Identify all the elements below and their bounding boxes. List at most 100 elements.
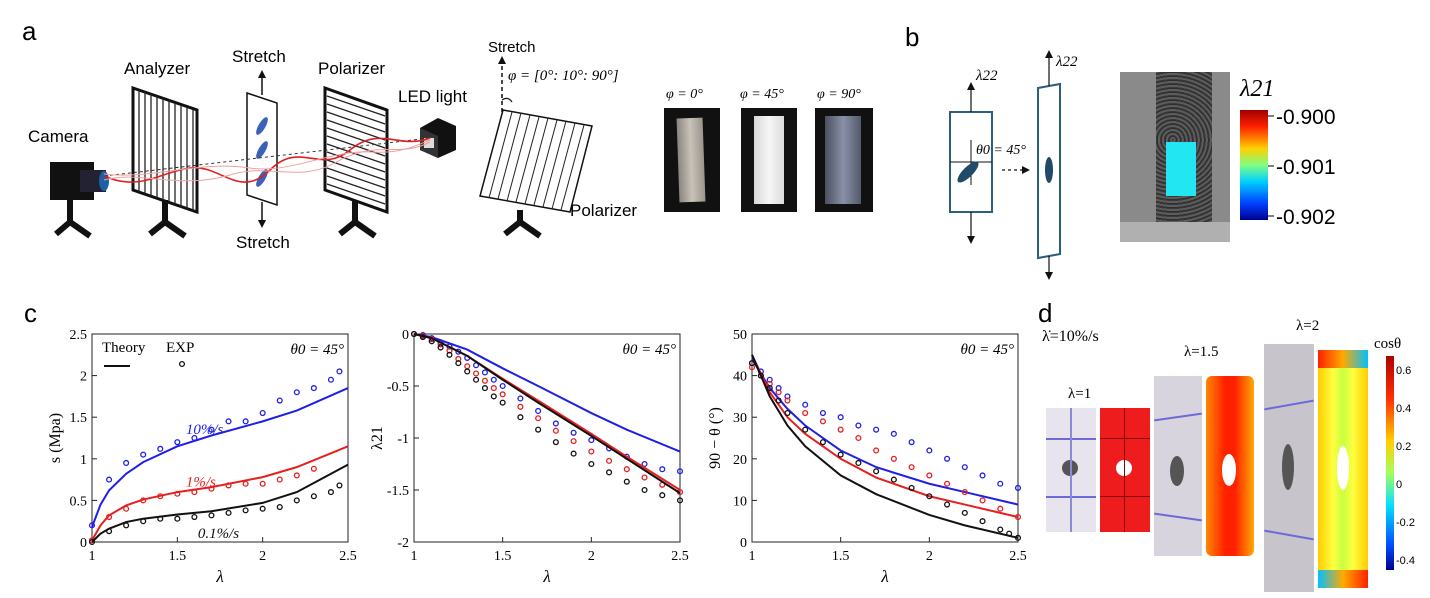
exp-point — [961, 489, 968, 496]
exp-point — [293, 497, 300, 504]
legend-theory-label: Theory — [102, 340, 146, 356]
exp-point — [1014, 534, 1022, 541]
exp-point — [819, 439, 826, 446]
y-tick-label: 0 — [740, 536, 747, 551]
exp-point — [157, 493, 164, 500]
stretch-top-label: Stretch — [232, 47, 286, 66]
series-label: 0.1%/s — [198, 526, 239, 542]
panel-letter-d: d — [1038, 298, 1053, 328]
x-tick-label: 1.5 — [169, 549, 187, 564]
polarizer-icon — [323, 85, 389, 239]
colorbar-b-tick: -0.900 — [1276, 106, 1336, 129]
exp-point — [293, 389, 300, 396]
y-tick-label: 50 — [733, 328, 747, 343]
led-label: LED light — [398, 87, 467, 106]
exp-point — [837, 451, 844, 458]
exp-point — [979, 497, 986, 504]
exp-point — [766, 385, 773, 392]
stage-label: λ=1.5 — [1184, 344, 1219, 360]
exp-point — [944, 501, 951, 508]
exp-point — [259, 505, 266, 512]
exp-point — [659, 492, 666, 499]
exp-point — [464, 368, 471, 375]
exp-point — [641, 486, 648, 494]
exp-point — [855, 422, 862, 429]
polarizer-right-label: Polarizer — [570, 201, 637, 220]
exp-point — [419, 334, 426, 341]
y-tick-label: 20 — [733, 453, 747, 468]
x-axis-label: λ — [880, 567, 888, 586]
exp-point — [499, 382, 506, 390]
exp-point — [908, 484, 915, 491]
colorbar-d-title: cosθ — [1374, 336, 1401, 352]
theta0-annotation: θ0 = 45° — [623, 342, 677, 358]
exp-point — [106, 513, 113, 521]
dic-roi — [1166, 142, 1196, 196]
exp-point — [446, 351, 453, 358]
exp-point — [310, 465, 317, 472]
exp-point — [517, 395, 524, 402]
y-tick-label: 0 — [402, 328, 409, 343]
x-tick-label: 1 — [411, 549, 418, 564]
plot-frame — [91, 333, 349, 543]
y-tick-label: 40 — [733, 370, 747, 385]
phi-range-label: φ = [0°: 10°: 90°] — [508, 68, 619, 84]
exp-point — [88, 538, 96, 546]
stage-label: λ=2 — [1296, 318, 1320, 334]
specimen-photo-1 — [1046, 408, 1096, 532]
exp-point — [979, 472, 986, 479]
exp-point — [890, 455, 897, 462]
exp-point — [890, 430, 897, 437]
x-tick-label: 1 — [749, 549, 756, 564]
theory-line — [751, 358, 1019, 506]
y-tick-label: 0.5 — [70, 494, 88, 509]
colorbar-b: λ21 -0.900 -0.901 -0.902 — [1239, 76, 1336, 229]
theory-line — [413, 333, 681, 453]
colorbar-d-tick: -0.2 — [1396, 517, 1415, 529]
exp-point — [873, 447, 880, 454]
specimen-strip — [825, 116, 861, 204]
chart-angle: 1 1.5 2 2.5 0 10 20 30 40 50 λ 90 − θ (°) θ0 = 45° — [707, 328, 1027, 586]
cos-map-1 — [1100, 408, 1150, 532]
exp-point — [1006, 530, 1013, 537]
hole — [1170, 456, 1184, 486]
exp-point — [225, 418, 232, 425]
exp-point — [775, 397, 782, 404]
y-tick-label: 30 — [733, 411, 747, 426]
exp-point — [535, 407, 542, 415]
polarizer-label: Polarizer — [318, 59, 385, 78]
exp-point — [327, 376, 334, 383]
lambda22-label-a: λ22 — [975, 68, 998, 84]
exp-point — [140, 518, 147, 525]
exp-point — [123, 459, 130, 467]
exp-point — [570, 438, 577, 445]
exp-point — [890, 476, 897, 483]
colorbar-b-tick: -0.902 — [1276, 206, 1336, 229]
y-tick-label: -2 — [397, 536, 409, 551]
theta0-annotation: θ0 = 45° — [961, 342, 1015, 358]
y-tick-label: 2 — [80, 370, 87, 385]
exp-point — [623, 478, 630, 485]
exp-point — [908, 439, 915, 446]
theta0-annotation: θ0 = 45° — [291, 342, 345, 358]
theory-line — [91, 445, 349, 541]
exp-point — [336, 368, 343, 375]
exp-point — [837, 414, 844, 421]
exp-point — [140, 451, 147, 458]
exp-point — [775, 389, 782, 396]
photo-caption-0: φ = 0° — [666, 87, 703, 102]
panel-letter-b: b — [905, 22, 920, 52]
specimen-icon — [246, 70, 278, 228]
exp-point — [1014, 484, 1022, 491]
exp-point — [997, 505, 1004, 512]
exp-point — [855, 459, 862, 467]
y-tick-label: 1 — [80, 453, 87, 468]
photo-caption-45: φ = 45° — [740, 87, 784, 102]
x-tick-label: 1 — [89, 549, 96, 564]
exp-point — [293, 472, 300, 479]
cos-map-2 — [1206, 376, 1254, 556]
photo-caption-90: φ = 90° — [817, 87, 861, 102]
exp-point — [140, 497, 147, 504]
exp-point — [437, 344, 444, 351]
stretch-bottom-label: Stretch — [236, 233, 290, 252]
